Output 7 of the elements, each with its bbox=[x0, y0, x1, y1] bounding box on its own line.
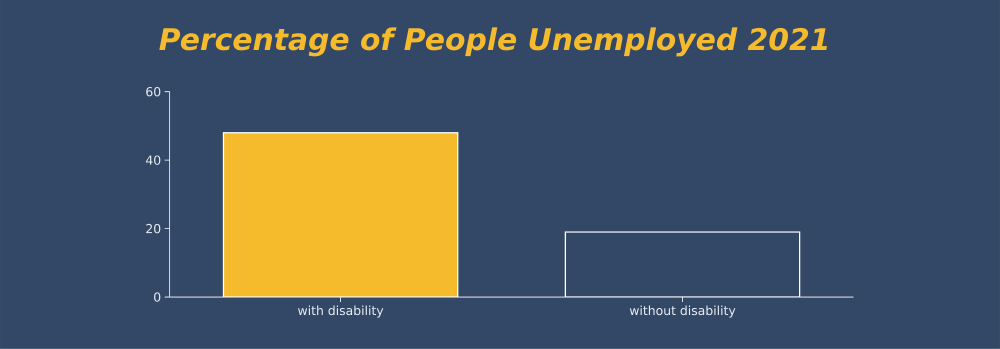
x-tick-label: with disability bbox=[298, 306, 384, 318]
x-tick-label: without disability bbox=[630, 306, 736, 318]
y-tick-label: 0 bbox=[154, 292, 160, 302]
y-tick-label: 40 bbox=[146, 156, 160, 165]
y-tick-label: 20 bbox=[146, 224, 160, 234]
chart-title: Percentage of People Unemployed 2021 bbox=[159, 27, 827, 56]
y-tick-label: 60 bbox=[146, 87, 160, 96]
